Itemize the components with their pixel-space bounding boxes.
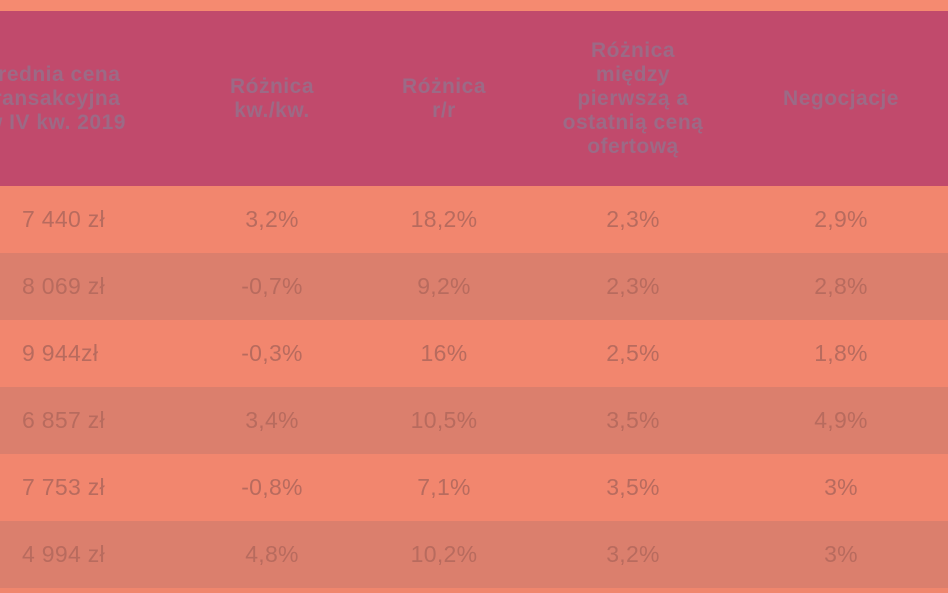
cell-avg-price: 6 857 zł — [22, 407, 105, 433]
cell-avg-price: 8 069 zł — [22, 273, 105, 299]
cell-offer-diff: 2,5% — [606, 340, 660, 366]
header-qoq: Różnica kw./kw. — [188, 11, 356, 186]
cell-negotiation: 3% — [824, 541, 858, 567]
cell-negotiation: 3% — [824, 474, 858, 500]
top-strip — [0, 0, 948, 11]
table-header: średnia cena transakcyjna w IV kw. 2019 … — [0, 11, 948, 186]
cell-yoy: 18,2% — [410, 206, 478, 232]
cell-avg-price: 7 753 zł — [22, 474, 105, 500]
cell-negotiation: 1,8% — [814, 340, 868, 366]
header-offer-diff-label: Różnica między pierwszą a ostatnią ceną … — [562, 38, 704, 158]
table-row: 7 440 zł 3,2% 18,2% 2,3% 2,9% — [0, 186, 948, 253]
cell-avg-price: 9 944zł — [22, 340, 99, 366]
cell-qoq: -0,7% — [241, 273, 303, 299]
cell-offer-diff: 3,5% — [606, 407, 660, 433]
cell-qoq: 4,8% — [245, 541, 299, 567]
cell-qoq: -0,3% — [241, 340, 303, 366]
cell-offer-diff: 2,3% — [606, 206, 660, 232]
header-negotiation: Negocjacje — [734, 11, 948, 186]
table-row: 7 753 zł -0,8% 7,1% 3,5% 3% — [0, 454, 948, 521]
cell-offer-diff: 2,3% — [606, 273, 660, 299]
header-offer-diff: Różnica między pierwszą a ostatnią ceną … — [532, 11, 734, 186]
header-avg-price: średnia cena transakcyjna w IV kw. 2019 — [0, 11, 188, 186]
header-qoq-label: Różnica kw./kw. — [229, 74, 314, 122]
cell-yoy: 10,2% — [410, 541, 478, 567]
cell-offer-diff: 3,2% — [606, 541, 660, 567]
header-negotiation-label: Negocjacje — [783, 86, 899, 110]
table-row: 6 857 zł 3,4% 10,5% 3,5% 4,9% — [0, 387, 948, 454]
cell-qoq: -0,8% — [241, 474, 303, 500]
table-row: 8 069 zł -0,7% 9,2% 2,3% 2,8% — [0, 253, 948, 320]
cell-negotiation: 4,9% — [814, 407, 868, 433]
cell-qoq: 3,4% — [245, 407, 299, 433]
cell-negotiation: 2,9% — [814, 206, 868, 232]
table-row: 9 944zł -0,3% 16% 2,5% 1,8% — [0, 320, 948, 387]
cell-offer-diff: 3,5% — [606, 474, 660, 500]
price-table: średnia cena transakcyjna w IV kw. 2019 … — [0, 11, 948, 588]
cell-yoy: 16% — [420, 340, 468, 366]
header-avg-price-label: średnia cena transakcyjna w IV kw. 2019 — [0, 62, 126, 134]
header-yoy: Różnica r/r — [356, 11, 532, 186]
cell-yoy: 9,2% — [417, 273, 471, 299]
cell-negotiation: 2,8% — [814, 273, 868, 299]
table-row: 4 994 zł 4,8% 10,2% 3,2% 3% — [0, 521, 948, 588]
cell-avg-price: 4 994 zł — [22, 541, 105, 567]
header-yoy-label: Różnica r/r — [401, 74, 486, 122]
cell-qoq: 3,2% — [245, 206, 299, 232]
cell-avg-price: 7 440 zł — [22, 206, 105, 232]
cell-yoy: 7,1% — [417, 474, 471, 500]
cell-yoy: 10,5% — [410, 407, 478, 433]
